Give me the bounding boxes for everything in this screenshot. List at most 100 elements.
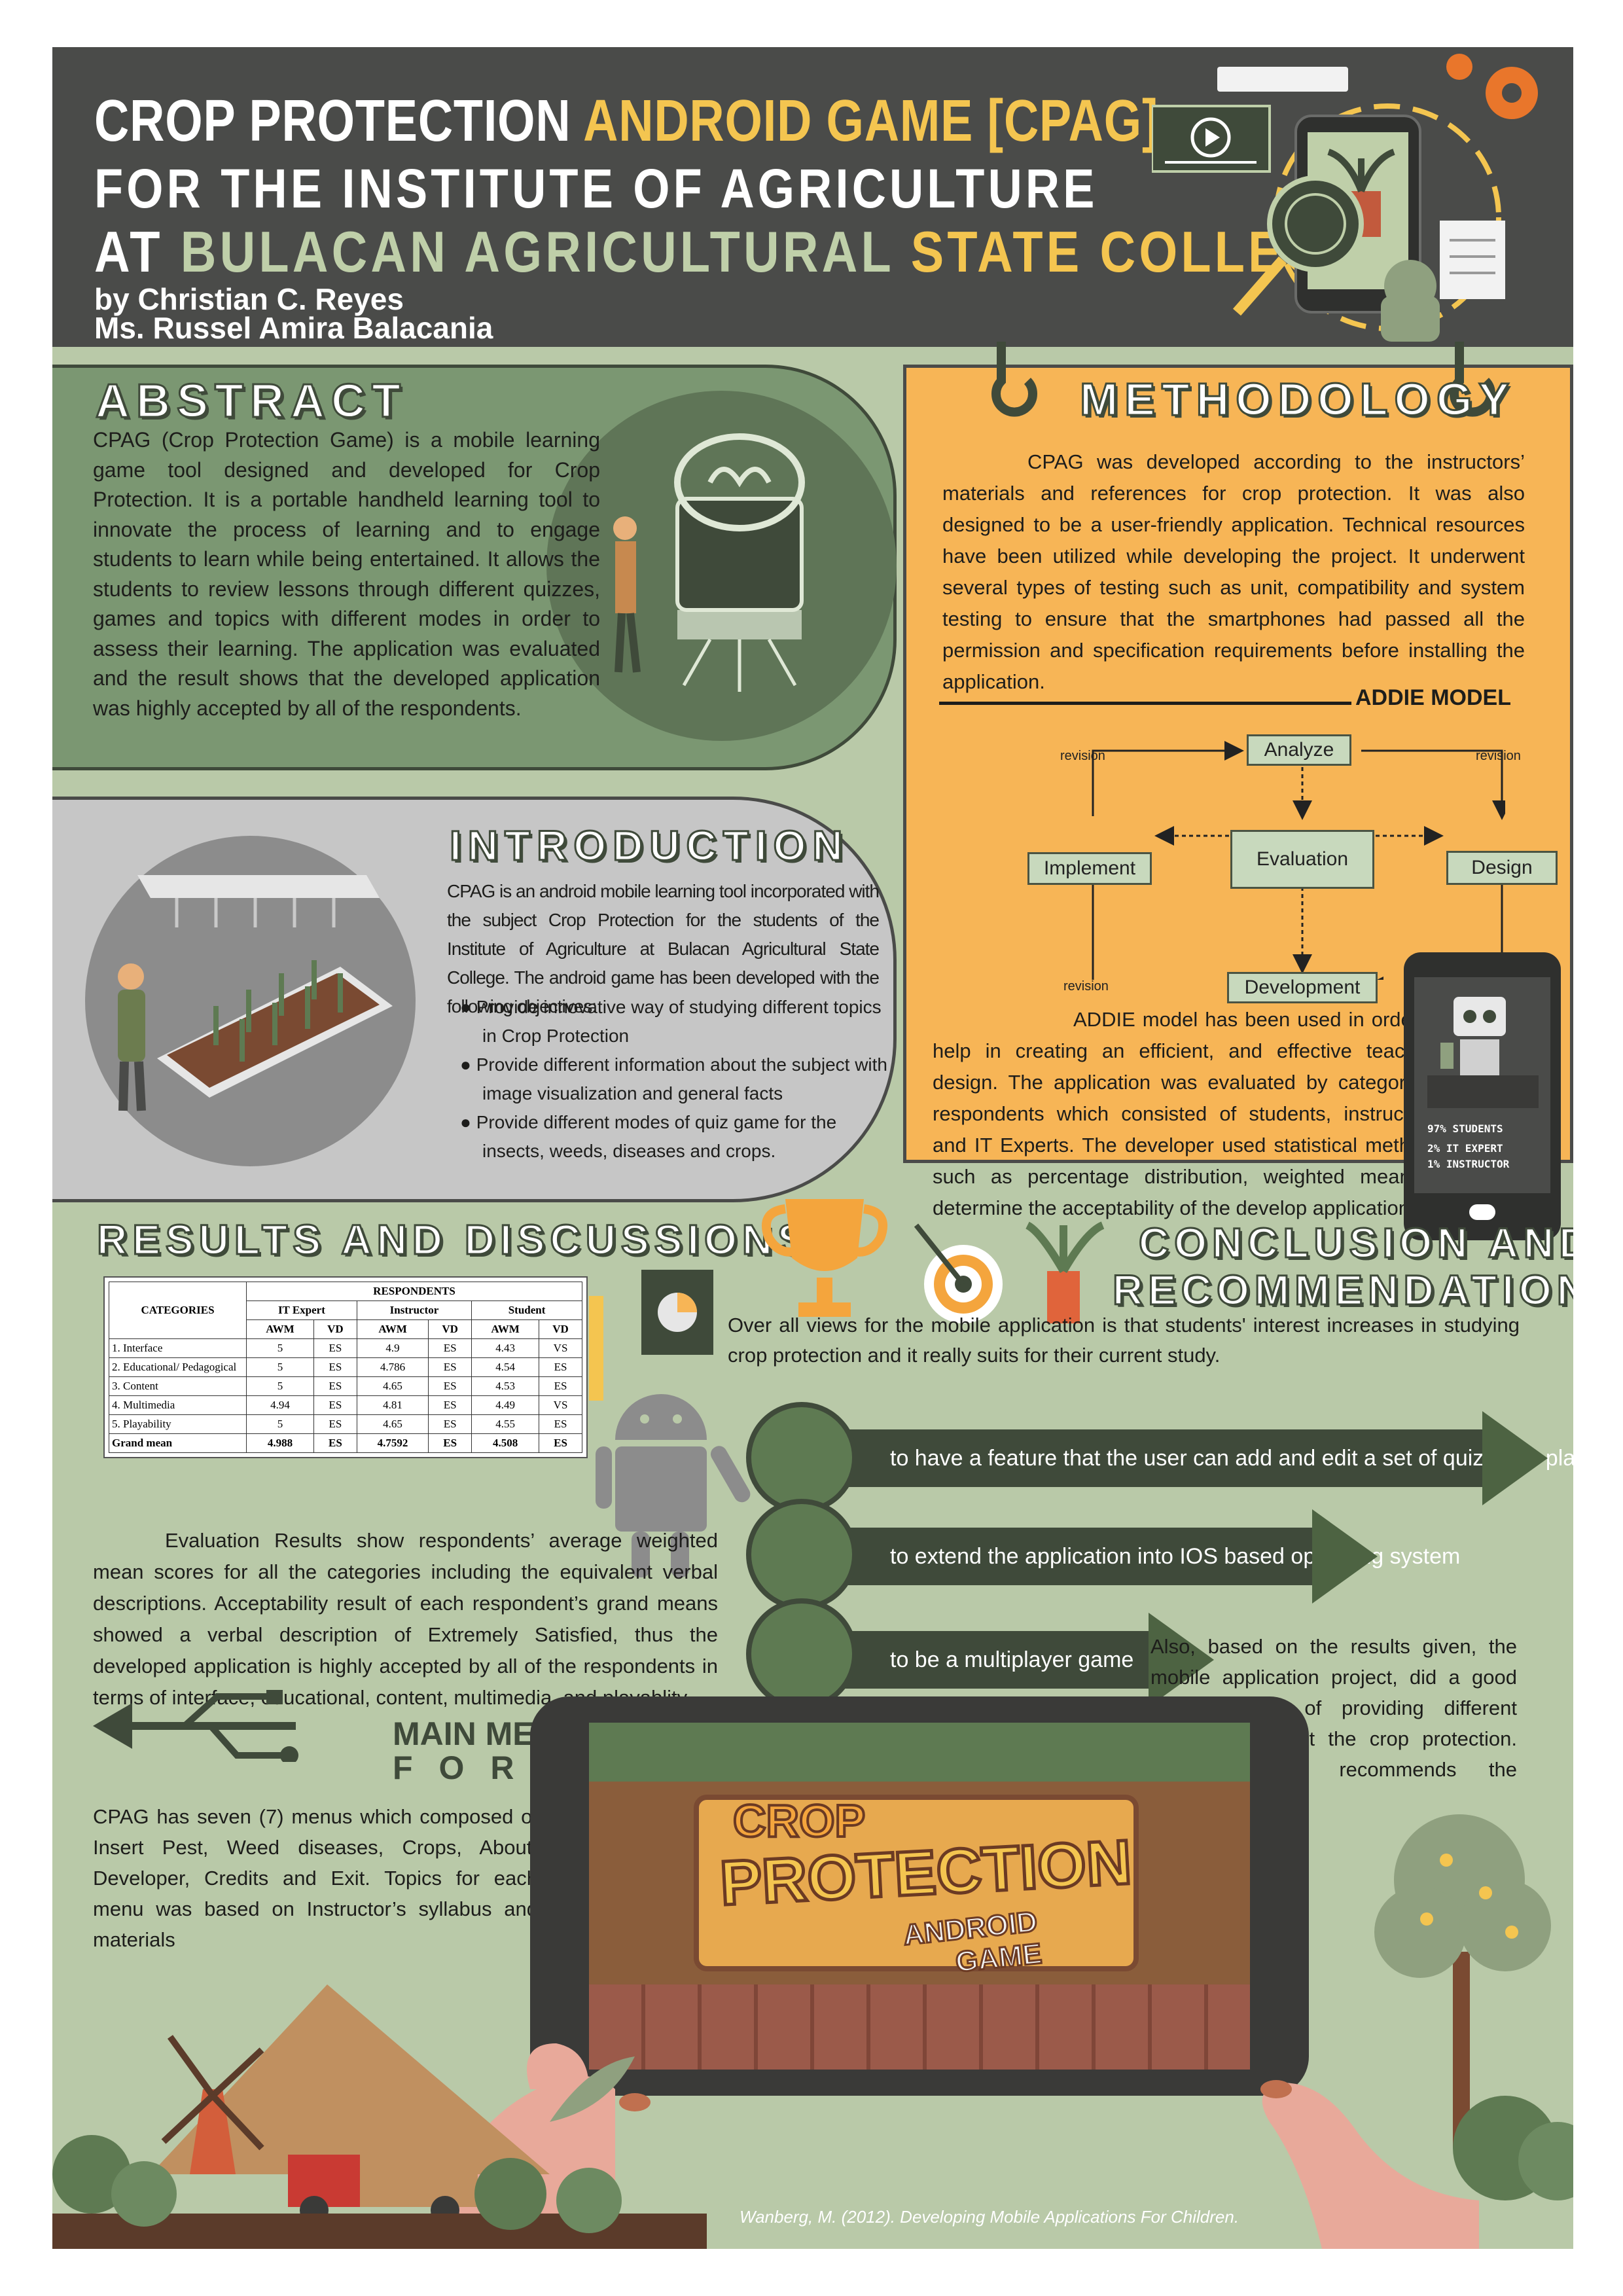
value-cell: 4.508 [471,1433,540,1453]
value-cell: ES [313,1395,357,1415]
android-robot-icon [589,1270,751,1577]
author-1: by Christian C. Reyes [94,282,404,316]
results-table-body: 1. Interface 5 ES 4.9 ES 4.43 VS 2. Educational… [109,1338,582,1453]
value-cell: 5 [246,1338,314,1358]
addie-analyze: Analyze [1247,734,1351,766]
category-cell: 4. Multimedia [109,1395,247,1415]
revision-label: revision [1063,979,1109,994]
addie-implement: Implement [1027,852,1152,885]
introduction-text: CPAG is an android mobile learning tool … [447,881,880,1016]
objective-text: Provide different information about the … [476,1054,887,1103]
conclusion-heading-2: RECOMMENDATION [1112,1266,1574,1315]
value-cell: ES [539,1414,582,1434]
addie-design: Design [1446,851,1558,885]
table-row: 1. Interface 5 ES 4.9 ES 4.43 VS [109,1338,582,1358]
table-row: 4. Multimedia 4.94 ES 4.81 ES 4.49 VS [109,1395,582,1415]
value-cell: 5 [246,1414,314,1434]
value-cell: 4.988 [246,1433,314,1453]
value-cell: ES [313,1433,357,1453]
recommendation-icon-3 [746,1598,857,1710]
farm-landscape-icon [52,1984,707,2249]
objective-item: ● Provide different modes of quiz game f… [460,1112,837,1161]
value-cell: 4.43 [471,1338,540,1358]
subheader: AWM [471,1319,540,1339]
tablet-device: CROP PROTECTION ANDROID GAME [530,1696,1309,2096]
subheader: VD [313,1319,357,1339]
value-cell: 4.7592 [356,1433,429,1453]
group-header: IT Expert [246,1300,357,1320]
respondents-phone: 97% STUDENTS 2% IT EXPERT 1% INSTRUCTOR [1404,952,1561,1240]
introduction-bullets: ● Provide innovative way of studying dif… [450,993,895,1166]
objective-text: Provide innovative way of studying diffe… [476,997,882,1046]
revision-label: revision [1060,749,1105,763]
value-cell: ES [539,1433,582,1453]
value-cell: 5 [246,1376,314,1396]
title-crop-protection: CROP PROTECTION [94,88,584,154]
category-cell: Grand mean [109,1433,247,1453]
introduction-heading: INTRODUCTION [449,821,849,870]
value-cell: 5 [246,1357,314,1377]
addie-model-label: ADDIE MODEL [1351,685,1515,711]
value-cell: ES [539,1357,582,1377]
title-android-game: ANDROID GAME [583,88,988,154]
game-logo-crop: CROP [732,1794,866,1848]
results-table-wrap: CATEGORIES RESPONDENTS IT Expert Instruc… [103,1276,588,1458]
hanging-hooks-icon [991,342,1495,417]
conclusion-text: Over all views for the mobile applicatio… [728,1314,1520,1367]
phone-screen: 97% STUDENTS 2% IT EXPERT 1% INSTRUCTOR [1414,977,1550,1193]
value-cell: VS [539,1338,582,1358]
table-row: 3. Content 5 ES 4.65 ES 4.53 ES [109,1376,582,1396]
value-cell: 4.786 [356,1357,429,1377]
category-cell: 5. Playability [109,1414,247,1434]
game-brick-wall [589,1984,1250,2070]
value-cell: ES [313,1357,357,1377]
objective-item: ● Provide innovative way of studying dif… [460,997,882,1046]
divider [939,702,1515,705]
greenhouse-farmer-icon [118,875,393,1111]
robot-icon [1427,997,1539,1108]
subheader: VD [539,1319,582,1339]
value-cell: 4.9 [356,1338,429,1358]
abstract-illustration [546,391,897,741]
results-heading: RESULTS AND DISCUSSIONS [96,1215,811,1265]
recommendation-3: to be a multiplayer game [825,1631,1152,1689]
recommendation-1: to have a feature that the user can add … [825,1429,1573,1487]
value-cell: 4.53 [471,1376,540,1396]
category-cell: 2. Educational/ Pedagogical [109,1357,247,1377]
addie-evaluation: Evaluation [1230,830,1374,889]
subheader: AWM [356,1319,429,1339]
value-cell: ES [313,1376,357,1396]
subheader: AWM [246,1319,314,1339]
recommendation-icon-2 [746,1499,857,1610]
game-screen: CROP PROTECTION ANDROID GAME [589,1723,1250,2070]
methodology-text-2: ADDIE model has been used in order to he… [933,1008,1443,1219]
main-menu-text: CPAG has seven (7) menus which composed … [93,1805,538,1951]
ai-brain-chip-icon [613,433,805,692]
abstract-heading: ABSTRACT [95,374,407,429]
value-cell: 4.94 [246,1395,314,1415]
value-cell: 4.65 [356,1376,429,1396]
value-cell: ES [428,1433,473,1453]
value-cell: 4.65 [356,1414,429,1434]
game-top-bar [589,1723,1250,1782]
objective-item: ● Provide different information about th… [460,1054,887,1103]
value-cell: 4.49 [471,1395,540,1415]
arrow-right-icon [1149,1613,1214,1707]
value-cell: ES [428,1338,473,1358]
value-cell: ES [428,1376,473,1396]
respondents-header: RESPONDENTS [246,1282,582,1301]
trophy-target-plant-icon [762,1199,1105,1323]
table-row: 5. Playability 5 ES 4.65 ES 4.55 ES [109,1414,582,1434]
title-at: AT [94,219,181,284]
value-cell: ES [313,1414,357,1434]
title-line-2: FOR THE INSTITUTE OF AGRICULTURE [94,158,1098,219]
value-cell: ES [313,1338,357,1358]
arrow-right-icon [1482,1411,1548,1505]
revision-label: revision [1476,749,1521,763]
group-header: Student [471,1300,582,1320]
category-cell: 1. Interface [109,1338,247,1358]
title-cpag: [CPAG] [987,88,1159,154]
usb-arrow-icon [93,1690,298,1762]
value-cell: ES [428,1357,473,1377]
game-logo-board [694,1795,1139,1971]
